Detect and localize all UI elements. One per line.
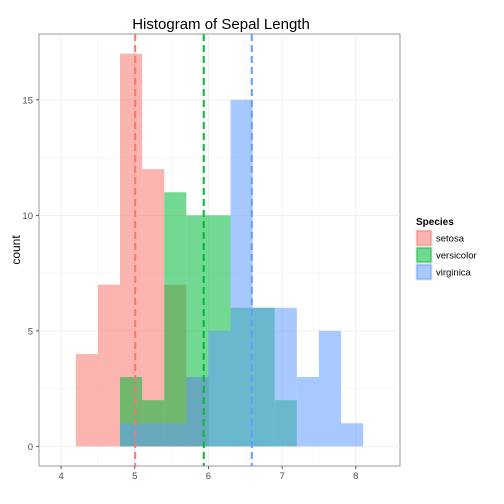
x-tick-label: 6 xyxy=(206,471,211,482)
y-tick-label: 10 xyxy=(22,211,33,222)
bar-setosa xyxy=(75,353,98,447)
legend-label-virginica: virginica xyxy=(436,268,472,279)
legend-label-versicolor: versicolor xyxy=(436,251,477,262)
legend-swatch-setosa xyxy=(416,230,432,246)
bar-virginica xyxy=(341,423,364,447)
bar-virginica xyxy=(186,377,209,447)
bar-virginica xyxy=(230,99,253,447)
legend-title: Species xyxy=(416,217,454,228)
bar-setosa xyxy=(142,169,165,447)
bar-virginica xyxy=(142,423,165,447)
bar-virginica xyxy=(296,377,319,447)
y-tick-label: 15 xyxy=(22,95,33,106)
bar-virginica xyxy=(274,307,297,447)
bar-virginica xyxy=(208,330,231,447)
x-tick-label: 7 xyxy=(279,471,284,482)
legend: Species setosa versicolor virginica xyxy=(415,217,477,281)
bar-virginica xyxy=(318,330,342,447)
bar-virginica xyxy=(120,423,143,447)
y-tick-label: 0 xyxy=(28,442,33,453)
mean-lines xyxy=(134,34,253,466)
bar-virginica xyxy=(164,423,187,447)
legend-swatch-virginica xyxy=(416,264,432,280)
y-tick-label: 5 xyxy=(28,326,33,337)
x-tick-label: 8 xyxy=(353,471,358,482)
bar-virginica xyxy=(252,307,275,447)
y-axis: 0 5 10 15 xyxy=(22,95,39,453)
bar-setosa xyxy=(97,284,121,447)
y-axis-title: count xyxy=(9,235,23,265)
bar-setosa xyxy=(120,53,143,447)
legend-label-setosa: setosa xyxy=(436,234,465,245)
chart-title: Histogram of Sepal Length xyxy=(132,16,310,33)
bar-versicolor xyxy=(164,192,187,447)
x-tick-label: 4 xyxy=(58,471,63,482)
x-axis: 4 5 6 7 8 xyxy=(58,466,358,482)
legend-swatch-versicolor xyxy=(416,247,432,263)
x-tick-label: 5 xyxy=(132,471,137,482)
histogram-bars xyxy=(75,53,364,447)
